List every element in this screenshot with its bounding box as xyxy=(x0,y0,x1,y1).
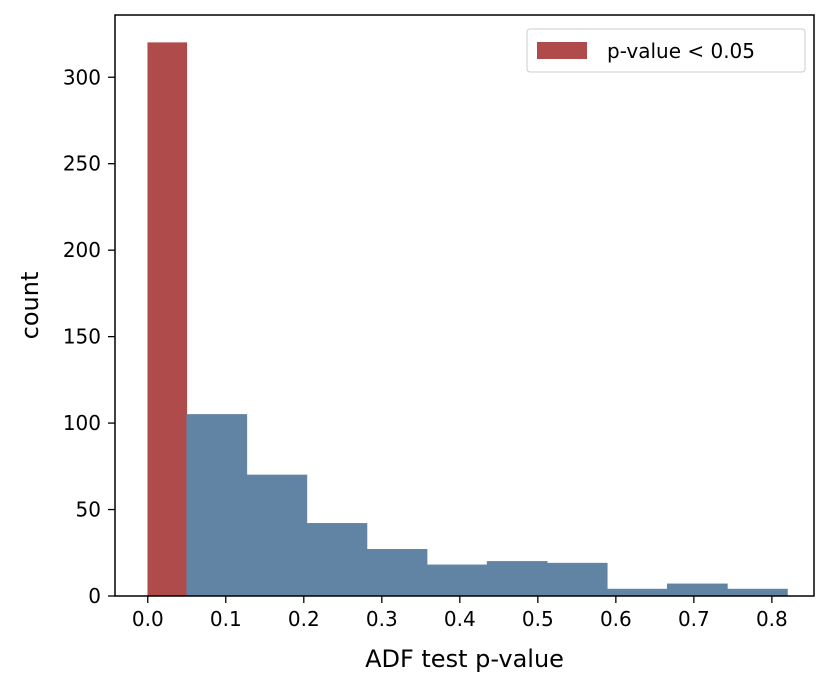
x-tick-label: 0.7 xyxy=(678,607,710,631)
histogram-bar xyxy=(546,562,608,597)
plot-frame xyxy=(114,14,815,597)
x-tick-label: 0.0 xyxy=(132,607,164,631)
y-tick-label: 50 xyxy=(76,498,101,522)
y-tick-label: 0 xyxy=(88,584,101,608)
legend-swatch xyxy=(537,42,587,59)
histogram-bar xyxy=(727,588,788,597)
bars-layer xyxy=(147,42,788,597)
y-tick-label: 100 xyxy=(63,411,101,435)
x-axis-label: ADF test p-value xyxy=(365,645,564,673)
histogram-bar xyxy=(606,588,668,597)
x-tick-label: 0.5 xyxy=(522,607,554,631)
x-tick-label: 0.6 xyxy=(600,607,632,631)
x-tick-label: 0.8 xyxy=(756,607,788,631)
histogram-bar xyxy=(366,549,428,597)
y-tick-label: 300 xyxy=(63,65,101,89)
y-axis-label: count xyxy=(16,272,44,340)
histogram-bar xyxy=(246,474,308,597)
histogram-bar xyxy=(147,42,188,597)
x-tick-label: 0.3 xyxy=(366,607,398,631)
y-tick-label: 200 xyxy=(63,238,101,262)
x-tick-label: 0.2 xyxy=(288,607,320,631)
legend-box xyxy=(526,28,806,73)
y-tick-label: 150 xyxy=(63,325,101,349)
y-tick-label: 250 xyxy=(63,152,101,176)
histogram-bar xyxy=(426,564,488,597)
ticks-layer: 0.0 0.1 0.2 0.3 0.4 0.5 0.6 0.7 0.8 0 50 100 150 200 2… xyxy=(63,65,788,631)
x-tick-label: 0.1 xyxy=(210,607,242,631)
histogram-bar xyxy=(186,414,248,597)
histogram-bar xyxy=(306,523,368,597)
histogram-bar xyxy=(486,561,548,597)
histogram-bar xyxy=(667,583,728,597)
x-tick-label: 0.4 xyxy=(444,607,476,631)
legend-label: p-value < 0.05 xyxy=(607,39,755,63)
legend: p-value < 0.05 xyxy=(526,28,806,73)
